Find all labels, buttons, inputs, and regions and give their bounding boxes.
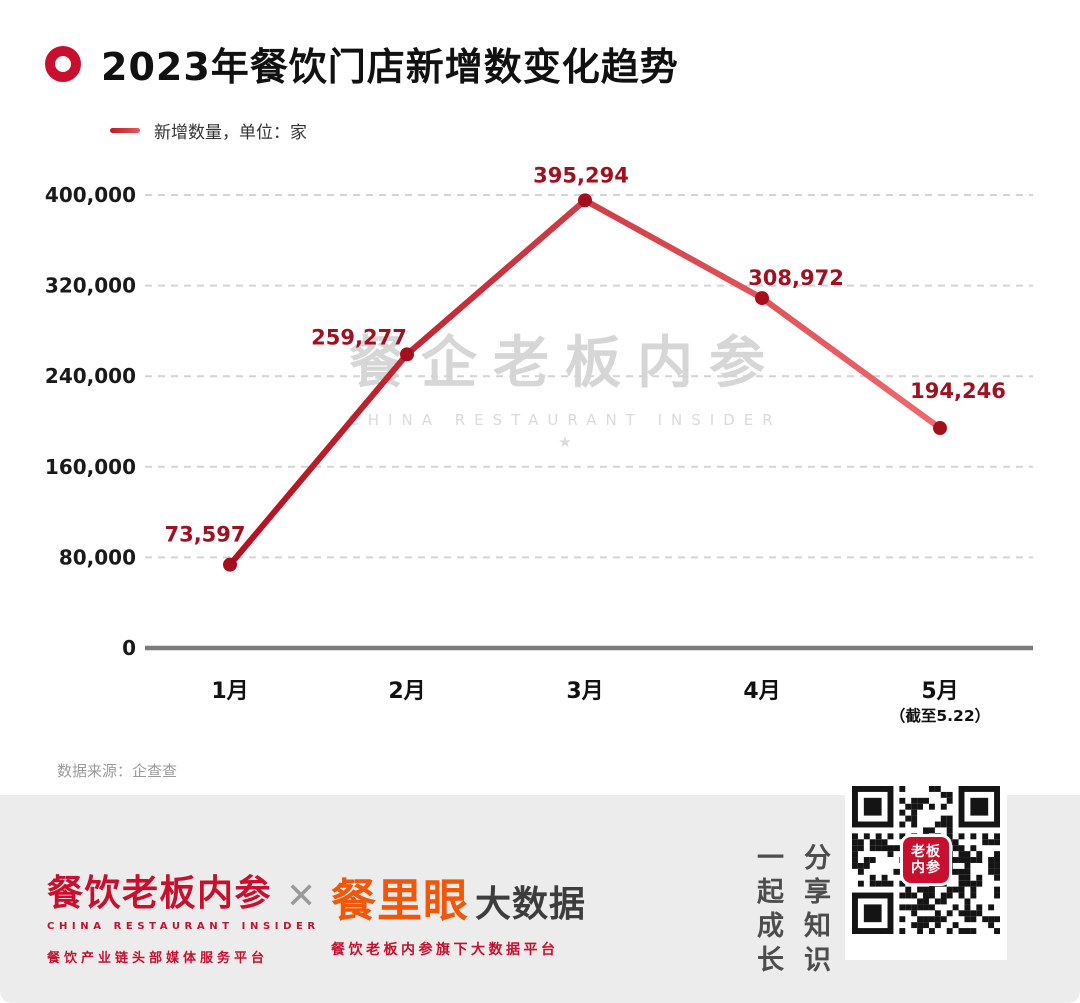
brand-right-logo: 餐里眼 大数据 餐饮老板内参旗下大数据平台 <box>331 864 586 959</box>
y-tick-label: 320,000 <box>45 274 136 298</box>
x-tick-label: 4月 <box>743 679 780 704</box>
slogan-column-1: 一起成长 <box>752 843 783 979</box>
qr-code: 老板 内参 <box>845 770 1007 960</box>
data-label: 194,246 <box>910 379 1006 403</box>
watermark-star-icon: ★ <box>558 433 572 451</box>
y-tick-label: 0 <box>122 636 136 660</box>
page-header: 2023年餐饮门店新增数变化趋势 <box>45 36 679 91</box>
title-bullet-icon <box>45 45 81 82</box>
brand-right-suffix: 大数据 <box>475 884 587 925</box>
qr-badge-line-1: 老板 <box>911 843 941 860</box>
y-tick-label: 240,000 <box>45 364 136 388</box>
data-point <box>223 557 237 572</box>
legend-line-icon <box>110 128 140 133</box>
qr-badge-line-2: 内参 <box>911 860 941 876</box>
watermark: 餐企老板内参 CHINA RESTAURANT INSIDER ★ <box>290 318 840 451</box>
data-point <box>400 347 414 362</box>
legend-label: 新增数量，单位：家 <box>154 123 307 143</box>
y-tick-label: 160,000 <box>45 455 136 479</box>
x-tick-label: 1月 <box>211 679 248 704</box>
data-point <box>755 291 769 306</box>
data-label: 395,294 <box>533 163 629 187</box>
watermark-en: CHINA RESTAURANT INSIDER <box>348 411 782 429</box>
qr-center-badge: 老板 内参 <box>903 837 949 883</box>
brand-right-title: 餐里眼 大数据 <box>331 864 586 929</box>
brand-left-name: 餐饮老板内参 <box>47 873 273 914</box>
data-label: 259,277 <box>311 325 407 349</box>
y-tick-label: 80,000 <box>59 545 136 569</box>
y-tick-label: 400,000 <box>45 183 136 207</box>
brand-left-subtitle: CHINA RESTAURANT INSIDER <box>47 921 320 932</box>
slogan-vertical: 一起成长 分享知识 <box>748 843 842 979</box>
slogan-column-2: 分享知识 <box>799 843 830 979</box>
x-tick-label: 5月 <box>921 679 958 704</box>
data-label: 308,972 <box>748 266 844 290</box>
data-label: 73,597 <box>164 523 245 547</box>
x-tick-note: （截至5.22） <box>890 706 990 725</box>
page-title: 2023年餐饮门店新增数变化趋势 <box>101 45 679 89</box>
chart-legend: 新增数量，单位：家 <box>110 118 307 143</box>
brand-right-name: 餐里眼 <box>331 874 470 927</box>
data-point <box>933 421 947 436</box>
qr-pattern <box>852 786 1000 934</box>
trend-line <box>227 197 943 568</box>
brand-left-logo: 餐饮老板内参 CHINA RESTAURANT INSIDER 餐饮产业链头部媒… <box>47 864 320 966</box>
brand-left-tagline: 餐饮产业链头部媒体服务平台 <box>47 951 269 966</box>
data-point <box>578 193 592 208</box>
x-tick-label: 3月 <box>566 679 603 704</box>
brand-right-tagline: 餐饮老板内参旗下大数据平台 <box>331 942 559 958</box>
brand-separator-icon: ✕ <box>286 876 317 917</box>
x-tick-label: 2月 <box>388 679 425 704</box>
data-source: 数据来源：企查查 <box>57 762 178 780</box>
